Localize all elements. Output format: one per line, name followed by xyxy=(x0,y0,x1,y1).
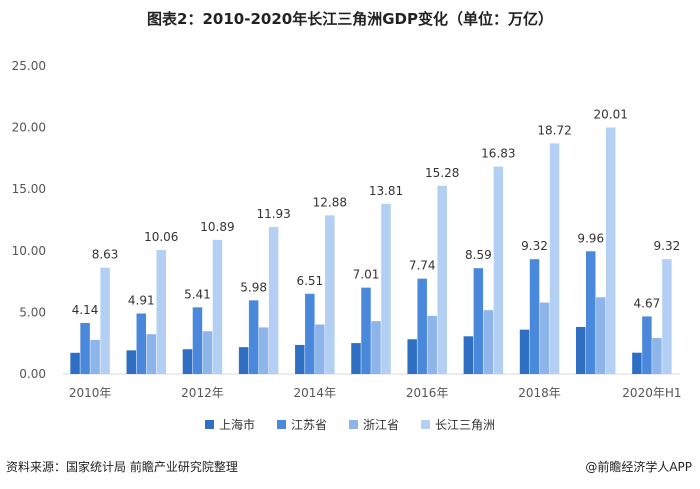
data-label: 9.32 xyxy=(521,239,548,253)
bar-0-4 xyxy=(295,344,305,374)
data-label: 8.63 xyxy=(92,248,119,262)
bar-3-6 xyxy=(437,185,447,374)
chart-title: 图表2：2010-2020年长江三角洲GDP变化（单位：万亿） xyxy=(147,10,553,28)
bar-3-9 xyxy=(605,127,616,374)
bar-1-7 xyxy=(473,268,484,374)
bar-2-9 xyxy=(595,297,606,374)
x-tick-label: 2014年 xyxy=(294,386,337,400)
bar-3-8 xyxy=(549,143,560,374)
bar-0-8 xyxy=(519,329,530,374)
data-label: 18.72 xyxy=(537,123,571,137)
bar-3-1 xyxy=(156,250,167,374)
data-label: 7.74 xyxy=(409,259,436,273)
bar-0-2 xyxy=(182,349,193,374)
legend-swatch-zhejiang xyxy=(349,420,358,429)
bar-0-0 xyxy=(70,352,80,374)
x-tick-label: 2012年 xyxy=(181,386,224,400)
data-label: 10.89 xyxy=(200,220,234,234)
y-tick-label: 20.00 xyxy=(12,121,46,135)
legend-swatch-jiangsu xyxy=(276,420,286,429)
data-label: 5.41 xyxy=(184,287,211,301)
bar-1-0 xyxy=(80,322,90,374)
bar-3-5 xyxy=(381,203,391,374)
bar-0-6 xyxy=(407,339,417,374)
bar-2-7 xyxy=(483,310,494,374)
bar-2-10 xyxy=(652,338,662,374)
legend-item-yangtze-delta: 长江三角洲 xyxy=(421,416,495,433)
legend-swatch-yangtze-delta xyxy=(421,420,431,429)
bar-1-10 xyxy=(642,316,652,374)
data-label: 9.32 xyxy=(654,239,681,253)
bar-1-6 xyxy=(417,278,427,374)
bar-0-1 xyxy=(126,350,137,374)
data-label: 20.01 xyxy=(594,107,628,121)
bar-2-8 xyxy=(539,302,550,374)
data-label: 5.98 xyxy=(240,280,267,294)
data-label: 10.06 xyxy=(144,230,178,244)
bar-0-3 xyxy=(238,347,249,374)
bar-3-3 xyxy=(268,227,279,374)
data-label: 11.93 xyxy=(256,207,290,221)
bar-1-4 xyxy=(305,293,315,374)
data-label: 6.51 xyxy=(296,274,323,288)
data-label: 8.59 xyxy=(465,248,492,262)
data-label: 16.83 xyxy=(481,147,515,161)
y-tick-label: 5.00 xyxy=(19,305,46,319)
x-tick-label: 2020年H1 xyxy=(622,386,681,400)
bar-0-7 xyxy=(463,336,474,374)
x-tick-label: 2018年 xyxy=(518,386,561,400)
data-label: 9.96 xyxy=(577,231,604,245)
legend-label-shanghai: 上海市 xyxy=(218,418,255,432)
x-tick-label: 2016年 xyxy=(406,386,449,400)
legend: 上海市 江苏省 浙江省 长江三角洲 xyxy=(0,416,700,433)
legend-item-jiangsu: 江苏省 xyxy=(276,416,327,433)
bar-1-3 xyxy=(248,300,259,374)
source-note: 资料来源：国家统计局 前瞻产业研究院整理 xyxy=(6,460,238,474)
legend-label-jiangsu: 江苏省 xyxy=(290,418,327,432)
legend-item-shanghai: 上海市 xyxy=(204,416,255,433)
data-label: 7.01 xyxy=(353,268,380,282)
legend-label-zhejiang: 浙江省 xyxy=(363,418,400,432)
credit-note: @前瞻经济学人APP xyxy=(585,460,692,474)
bar-2-4 xyxy=(315,324,325,374)
bar-1-9 xyxy=(585,251,596,374)
bar-2-1 xyxy=(146,334,157,374)
y-tick-label: 0.00 xyxy=(19,367,46,381)
y-tick-label: 15.00 xyxy=(12,182,46,196)
data-label: 4.14 xyxy=(72,303,99,317)
data-label: 13.81 xyxy=(369,184,403,198)
bar-1-5 xyxy=(361,287,371,374)
bar-3-10 xyxy=(662,259,672,374)
bar-3-0 xyxy=(100,267,110,374)
bar-2-2 xyxy=(202,331,213,374)
bar-1-8 xyxy=(529,259,540,374)
y-tick-label: 25.00 xyxy=(12,59,46,73)
bar-0-10 xyxy=(632,352,642,374)
bar-3-4 xyxy=(325,215,335,374)
bar-2-0 xyxy=(90,339,100,374)
bar-2-3 xyxy=(258,327,269,374)
data-label: 12.88 xyxy=(313,195,347,209)
bar-2-5 xyxy=(371,321,381,374)
y-tick-label: 10.00 xyxy=(12,244,46,258)
bar-0-9 xyxy=(575,326,586,374)
legend-swatch-shanghai xyxy=(204,420,214,429)
bar-1-1 xyxy=(136,313,147,374)
data-label: 4.67 xyxy=(634,296,661,310)
bar-chart: 0.00 5.00 10.00 15.00 20.00 25.00 4.14 4.91 5.41… xyxy=(12,59,682,400)
legend-item-zhejiang: 浙江省 xyxy=(349,416,399,433)
legend-label-yangtze-delta: 长江三角洲 xyxy=(435,418,496,432)
bar-1-2 xyxy=(192,307,203,374)
bar-3-7 xyxy=(493,166,504,374)
data-label: 15.28 xyxy=(425,166,459,180)
bar-0-5 xyxy=(351,343,361,374)
bar-3-2 xyxy=(212,239,223,374)
bar-2-6 xyxy=(427,315,437,374)
data-label: 4.91 xyxy=(128,294,155,308)
x-tick-label: 2010年 xyxy=(69,386,112,400)
